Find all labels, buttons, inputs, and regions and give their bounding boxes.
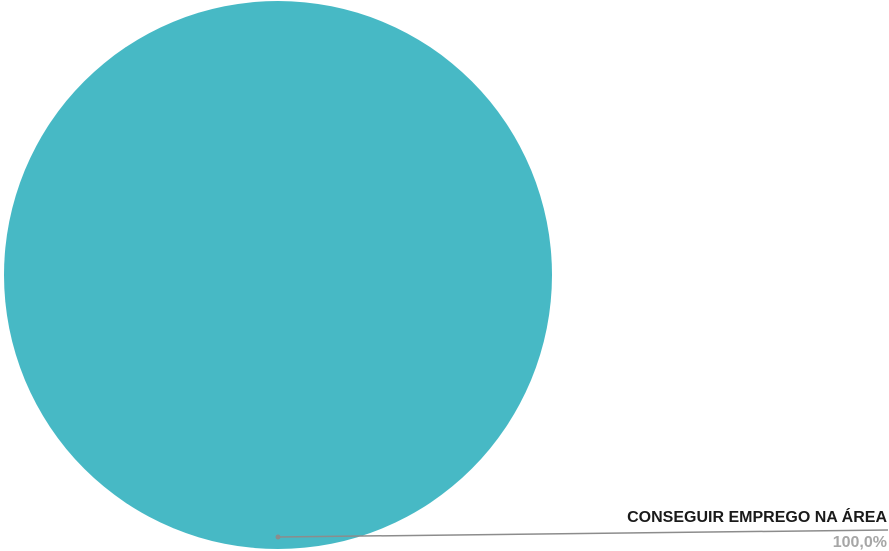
- slice-label: CONSEGUIR EMPREGO NA ÁREA: [627, 507, 887, 526]
- leader-line: [277, 529, 889, 538]
- leader-line-anchor: [275, 534, 281, 540]
- pie-slices: [4, 1, 552, 549]
- pie-slice-0: [4, 1, 552, 549]
- slice-value-label: 100,0%: [833, 534, 887, 551]
